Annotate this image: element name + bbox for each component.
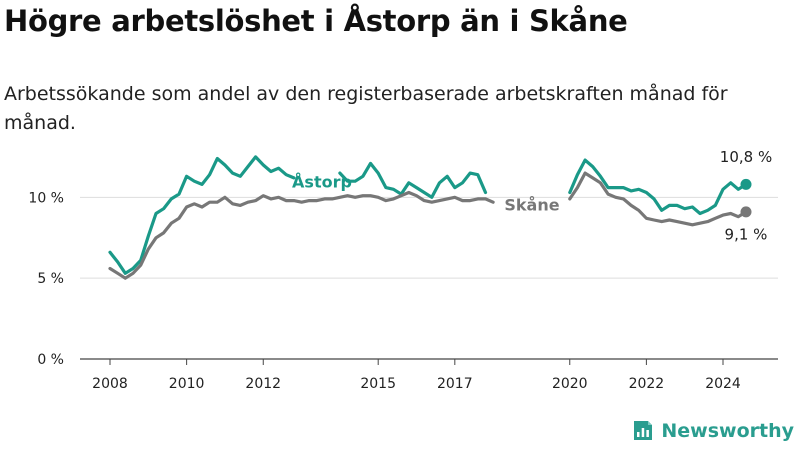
x-tick-label: 2017 [437,376,473,392]
logo-text: Newsworthy [661,420,794,442]
end-point-astorp [740,178,752,190]
series-label-skane: Skåne [504,195,559,214]
chart-title: Högre arbetslöshet i Åstorp än i Skåne [4,4,628,38]
series-label-astorp: Åstorp [292,173,352,192]
x-axis [109,359,724,365]
series-line-skane [108,171,748,280]
series-lines [108,155,752,280]
newsworthy-logo: Newsworthy [631,416,794,446]
newsworthy-logo-icon [634,421,653,440]
x-tick-label: 2012 [245,376,281,392]
end-label-astorp: 10,8 % [720,148,772,166]
x-tick-label: 2024 [705,376,741,392]
y-tick-label: 5 % [37,271,64,287]
y-tick-label: 10 % [28,190,64,206]
x-tick-label: 2010 [169,376,205,392]
x-tick-label: 2022 [629,376,665,392]
end-label-skane: 9,1 % [725,225,768,243]
x-tick-label: 2008 [92,376,128,392]
labels: 0 % 5 % 10 % 2008 2010 2012 2015 2017 2020 2022 20… [28,148,772,392]
series-line-astorp [108,155,748,275]
x-tick-label: 2020 [552,376,588,392]
chart-subtitle: Arbetssökande som andel av den registerb… [4,83,728,134]
x-tick-label: 2015 [360,376,396,392]
y-tick-label: 0 % [37,352,64,368]
end-point-skane [740,206,752,218]
